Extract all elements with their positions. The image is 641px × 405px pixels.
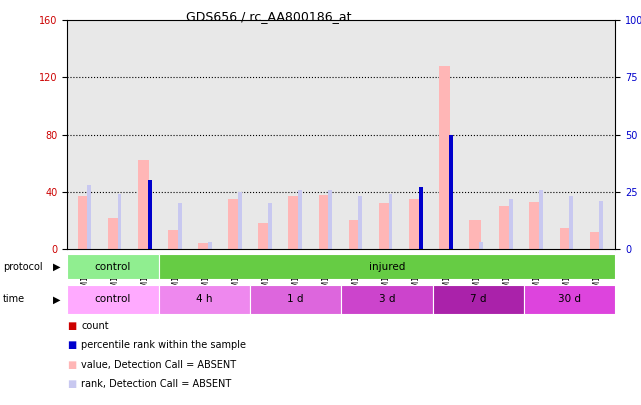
Bar <box>288 196 300 249</box>
Text: ■: ■ <box>67 379 76 389</box>
Bar <box>419 187 422 249</box>
Bar <box>250 285 341 314</box>
Text: ▶: ▶ <box>53 262 60 272</box>
Bar <box>529 202 541 249</box>
Text: 4 h: 4 h <box>196 294 213 304</box>
Bar <box>409 199 420 249</box>
Bar <box>599 201 603 249</box>
Bar <box>147 181 151 249</box>
Bar <box>67 254 158 279</box>
Bar <box>449 134 453 249</box>
Bar <box>228 199 240 249</box>
Text: percentile rank within the sample: percentile rank within the sample <box>81 341 246 350</box>
Bar <box>433 285 524 314</box>
Bar <box>469 220 481 249</box>
Bar <box>168 230 179 249</box>
Bar <box>138 160 149 249</box>
Bar <box>499 206 511 249</box>
Text: control: control <box>95 262 131 272</box>
Bar <box>117 194 121 249</box>
Text: ■: ■ <box>67 321 76 331</box>
Bar <box>198 243 210 249</box>
Bar <box>178 203 181 249</box>
Text: injured: injured <box>369 262 405 272</box>
Bar <box>560 228 571 249</box>
Text: ■: ■ <box>67 360 76 370</box>
Bar <box>208 242 212 249</box>
Bar <box>258 223 270 249</box>
Bar <box>342 285 433 314</box>
Bar <box>67 285 158 314</box>
Bar <box>439 66 451 249</box>
Text: value, Detection Call = ABSENT: value, Detection Call = ABSENT <box>81 360 237 370</box>
Text: ■: ■ <box>67 341 76 350</box>
Bar <box>87 185 91 249</box>
Text: ▶: ▶ <box>53 294 60 304</box>
Bar <box>379 203 390 249</box>
Bar <box>569 196 573 249</box>
Bar <box>358 196 362 249</box>
Bar <box>268 203 272 249</box>
Text: time: time <box>3 294 26 304</box>
Bar <box>158 285 250 314</box>
Text: GDS656 / rc_AA800186_at: GDS656 / rc_AA800186_at <box>187 10 352 23</box>
Bar <box>298 190 302 249</box>
Bar <box>539 190 543 249</box>
Text: 30 d: 30 d <box>558 294 581 304</box>
Bar <box>108 217 119 249</box>
Text: control: control <box>95 294 131 304</box>
Bar <box>349 220 360 249</box>
Text: count: count <box>81 321 109 331</box>
Text: 7 d: 7 d <box>470 294 487 304</box>
Text: 3 d: 3 d <box>379 294 395 304</box>
Text: protocol: protocol <box>3 262 43 272</box>
Bar <box>524 285 615 314</box>
Bar <box>388 194 392 249</box>
Text: rank, Detection Call = ABSENT: rank, Detection Call = ABSENT <box>81 379 231 389</box>
Bar <box>78 196 89 249</box>
Bar <box>479 242 483 249</box>
Bar <box>158 254 615 279</box>
Bar <box>328 190 332 249</box>
Bar <box>509 199 513 249</box>
Bar <box>590 232 601 249</box>
Bar <box>238 192 242 249</box>
Bar <box>319 195 330 249</box>
Text: 1 d: 1 d <box>287 294 304 304</box>
